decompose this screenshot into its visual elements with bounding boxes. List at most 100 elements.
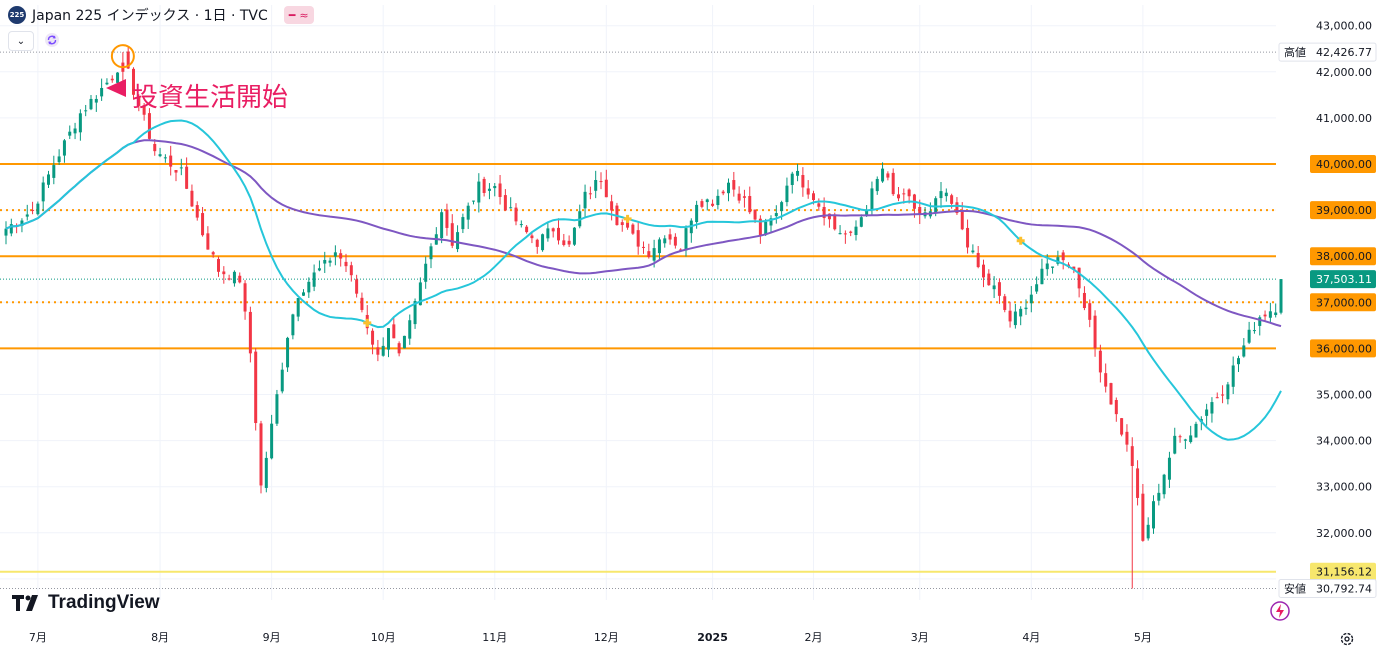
price-axis[interactable]: 43,000.00 42,000.00 41,000.00 35,000.00 34,0… bbox=[1278, 20, 1377, 598]
candle-body bbox=[663, 238, 667, 244]
price-tick-label: 42,000.00 bbox=[1316, 66, 1372, 79]
candle bbox=[461, 213, 465, 234]
candle-body bbox=[472, 200, 475, 202]
candle-body bbox=[503, 195, 507, 211]
candle-body bbox=[673, 236, 677, 246]
flash-icon[interactable] bbox=[1270, 601, 1290, 621]
candle bbox=[503, 189, 507, 211]
candle-body bbox=[132, 68, 135, 95]
candle bbox=[195, 201, 199, 221]
annotation-text[interactable]: 投資生活開始 bbox=[132, 83, 289, 113]
candle-body bbox=[1109, 383, 1113, 405]
candle bbox=[742, 189, 746, 208]
candle-body bbox=[307, 281, 311, 293]
settings-gear-icon[interactable] bbox=[1338, 630, 1356, 648]
candle bbox=[344, 253, 348, 272]
candle bbox=[982, 259, 985, 288]
time-axis[interactable]: 7月 8月 9月 10月 11月 12月 2025 2月 3月 4月 5月 bbox=[29, 601, 1290, 644]
candle-body bbox=[137, 96, 141, 106]
candle bbox=[424, 256, 428, 289]
candle-body bbox=[1157, 492, 1161, 501]
candle bbox=[567, 235, 571, 248]
time-tick-label: 5月 bbox=[1134, 631, 1152, 644]
candle-body bbox=[1162, 474, 1166, 495]
candle-body bbox=[413, 301, 417, 325]
refresh-button[interactable] bbox=[44, 32, 60, 48]
price-tick-label: 41,000.00 bbox=[1316, 112, 1372, 125]
candle bbox=[434, 227, 438, 245]
approx-icon[interactable]: ≈ bbox=[299, 8, 309, 22]
candle bbox=[992, 276, 996, 299]
indicator-pill[interactable]: ━ ≈ bbox=[283, 6, 314, 24]
candle-body bbox=[296, 297, 300, 317]
candle bbox=[15, 223, 19, 234]
candle bbox=[923, 206, 927, 219]
candle-body bbox=[886, 173, 890, 178]
candle-body bbox=[541, 234, 545, 251]
candle bbox=[89, 95, 93, 111]
candle-body bbox=[1051, 266, 1055, 268]
candle bbox=[84, 104, 88, 117]
candle-body bbox=[1045, 263, 1049, 270]
candle bbox=[673, 233, 677, 249]
price-tick-label: 43,000.00 bbox=[1316, 20, 1372, 33]
candle bbox=[296, 297, 300, 322]
support-price-label-bg bbox=[1310, 562, 1376, 581]
candle-body bbox=[100, 87, 104, 97]
candle bbox=[944, 188, 948, 202]
collapse-legend-button[interactable]: ⌄ bbox=[8, 31, 34, 51]
tradingview-logo[interactable]: TradingView bbox=[12, 592, 160, 614]
candle bbox=[817, 198, 821, 211]
candle bbox=[1274, 303, 1278, 318]
candle-body bbox=[567, 240, 571, 245]
candle-body bbox=[1146, 524, 1150, 539]
candle-body bbox=[774, 213, 778, 217]
candle bbox=[594, 170, 598, 199]
candle-body bbox=[62, 140, 66, 156]
candle bbox=[530, 232, 534, 244]
candle bbox=[1194, 421, 1198, 438]
minus-icon[interactable]: ━ bbox=[288, 8, 296, 22]
candle bbox=[1125, 424, 1129, 452]
candle bbox=[317, 260, 321, 272]
candle bbox=[578, 204, 582, 229]
candle bbox=[514, 203, 518, 226]
candle-body bbox=[562, 240, 566, 245]
candle-body bbox=[280, 369, 284, 392]
candle bbox=[684, 225, 688, 257]
candle bbox=[456, 225, 460, 253]
candle bbox=[881, 162, 885, 183]
candle bbox=[472, 200, 475, 205]
candle-body bbox=[881, 168, 885, 182]
candle bbox=[902, 188, 906, 204]
candle-body bbox=[387, 328, 390, 350]
symbol-badge[interactable]: 225 bbox=[8, 6, 26, 24]
candle-body bbox=[4, 228, 8, 236]
candle-body bbox=[312, 272, 316, 287]
candle bbox=[604, 169, 608, 198]
candle bbox=[100, 78, 104, 101]
candle bbox=[668, 228, 672, 245]
candle-body bbox=[84, 110, 88, 112]
candle bbox=[349, 261, 353, 282]
candle bbox=[721, 189, 725, 196]
candle-body bbox=[94, 98, 98, 103]
time-tick-label: 2月 bbox=[805, 631, 823, 644]
candle bbox=[519, 220, 523, 228]
candle bbox=[238, 272, 242, 284]
candle-body bbox=[897, 194, 900, 199]
candle-body bbox=[1221, 394, 1225, 396]
candle bbox=[966, 219, 970, 254]
candle bbox=[323, 251, 327, 273]
tradingview-logo-icon bbox=[12, 595, 38, 611]
candle-body bbox=[992, 285, 996, 290]
candle bbox=[339, 249, 343, 267]
candle bbox=[1215, 392, 1219, 399]
chart-title[interactable]: Japan 225 インデックス · 1日 · TVC bbox=[32, 8, 268, 24]
candle-body bbox=[169, 155, 173, 167]
candle-body bbox=[1093, 315, 1097, 349]
level-price-label-bg bbox=[1310, 339, 1376, 358]
candle-body bbox=[1077, 267, 1081, 289]
candle bbox=[859, 214, 863, 228]
